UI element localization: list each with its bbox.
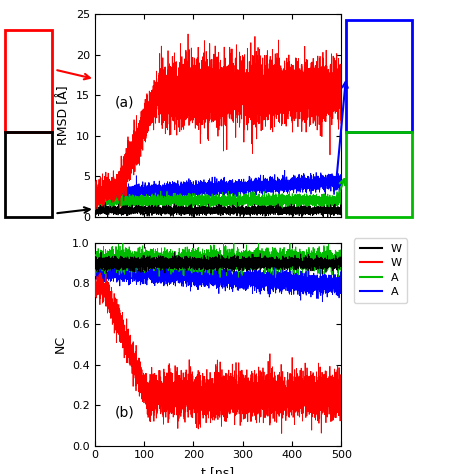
Text: (b): (b): [115, 405, 134, 419]
Text: (a): (a): [115, 95, 134, 109]
X-axis label: t [ns]: t [ns]: [201, 466, 235, 474]
Legend: W, W, A, A: W, W, A, A: [354, 238, 408, 303]
Y-axis label: RMSD [Å]: RMSD [Å]: [57, 86, 70, 146]
Y-axis label: NC: NC: [54, 335, 67, 353]
